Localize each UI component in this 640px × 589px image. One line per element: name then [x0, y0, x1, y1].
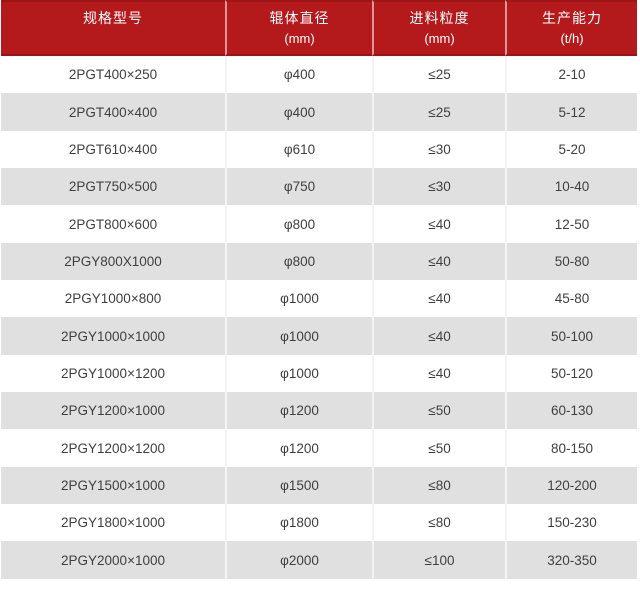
column-header-2: 辊体直径 (mm)	[225, 0, 372, 56]
capacity-cell: 10-40	[505, 168, 637, 206]
model-cell: 2PGY1200×1200	[1, 429, 225, 467]
feed-size-cell: ≤40	[372, 205, 505, 243]
model-cell: 2PGY1000×1200	[1, 354, 225, 393]
roller-diameter-cell: φ1000	[225, 354, 372, 393]
spec-table: 规格型号 辊体直径 (mm) 进料粒度 (mm) 生产能力 (t/h) 2PGT400×25…	[1, 0, 637, 579]
model-cell: 2PGY800X1000	[1, 242, 225, 281]
table-row: 2PGY1800×1000 φ1800 ≤80 150-230	[1, 504, 637, 542]
feed-size-cell: ≤50	[372, 392, 505, 430]
table-row: 2PGT800×600 φ800 ≤40 12-50	[1, 205, 637, 243]
capacity-cell: 150-230	[505, 504, 637, 542]
capacity-cell: 120-200	[505, 466, 637, 505]
feed-size-cell: ≤25	[372, 93, 505, 131]
feed-size-cell: ≤80	[372, 504, 505, 542]
roller-diameter-cell: φ1200	[225, 392, 372, 430]
header-row: 规格型号 辊体直径 (mm) 进料粒度 (mm) 生产能力 (t/h)	[1, 0, 637, 56]
table-row: 2PGY1000×800 φ1000 ≤40 45-80	[1, 280, 637, 318]
capacity-cell: 320-350	[505, 541, 637, 579]
column-label: 规格型号	[83, 10, 143, 26]
table-row: 2PGY1000×1200 φ1000 ≤40 50-120	[1, 354, 637, 393]
roller-diameter-cell: φ800	[225, 205, 372, 243]
model-cell: 2PGT750×500	[1, 168, 225, 206]
roller-diameter-cell: φ1800	[225, 504, 372, 542]
capacity-cell: 50-120	[505, 354, 637, 393]
roller-diameter-cell: φ800	[225, 242, 372, 281]
model-cell: 2PGT610×400	[1, 130, 225, 169]
feed-size-cell: ≤30	[372, 168, 505, 206]
table-header: 规格型号 辊体直径 (mm) 进料粒度 (mm) 生产能力 (t/h)	[1, 0, 637, 56]
roller-diameter-cell: φ2000	[225, 541, 372, 579]
table-row: 2PGY2000×1000 φ2000 ≤100 320-350	[1, 541, 637, 579]
model-cell: 2PGY1500×1000	[1, 466, 225, 505]
model-cell: 2PGY1000×1000	[1, 317, 225, 355]
column-unit	[1, 29, 225, 48]
column-unit: (mm)	[284, 31, 315, 46]
column-unit: (mm)	[424, 31, 455, 46]
model-cell: 2PGT400×250	[1, 56, 225, 94]
column-header-3: 进料粒度 (mm)	[372, 0, 505, 56]
column-label: 辊体直径	[269, 10, 330, 26]
capacity-cell: 45-80	[505, 280, 637, 318]
capacity-cell: 80-150	[505, 429, 637, 467]
roller-diameter-cell: φ1200	[225, 429, 372, 467]
model-cell: 2PGY2000×1000	[1, 541, 225, 579]
roller-diameter-cell: φ400	[225, 56, 372, 94]
model-cell: 2PGY1800×1000	[1, 504, 225, 542]
feed-size-cell: ≤100	[372, 541, 505, 579]
column-header-1: 规格型号	[1, 0, 225, 56]
model-cell: 2PGT800×600	[1, 205, 225, 243]
table-row: 2PGY1000×1000 φ1000 ≤40 50-100	[1, 317, 637, 355]
feed-size-cell: ≤25	[372, 56, 505, 94]
table-row: 2PGT400×250 φ400 ≤25 2-10	[1, 56, 637, 94]
capacity-cell: 5-20	[505, 130, 637, 169]
capacity-cell: 50-100	[505, 317, 637, 355]
feed-size-cell: ≤40	[372, 280, 505, 318]
model-cell: 2PGY1000×800	[1, 280, 225, 318]
table-body: 2PGT400×250 φ400 ≤25 2-10 2PGT400×400 φ400 ≤25…	[1, 56, 637, 579]
roller-diameter-cell: φ610	[225, 130, 372, 169]
table-row: 2PGT610×400 φ610 ≤30 5-20	[1, 130, 637, 169]
table-row: 2PGT400×400 φ400 ≤25 5-12	[1, 93, 637, 131]
table-row: 2PGY800X1000 φ800 ≤40 50-80	[1, 242, 637, 281]
capacity-cell: 12-50	[505, 205, 637, 243]
capacity-cell: 5-12	[505, 93, 637, 131]
capacity-cell: 50-80	[505, 242, 637, 281]
roller-diameter-cell: φ1500	[225, 466, 372, 505]
table-row: 2PGY1500×1000 φ1500 ≤80 120-200	[1, 466, 637, 505]
feed-size-cell: ≤30	[372, 130, 505, 169]
feed-size-cell: ≤80	[372, 466, 505, 505]
column-label: 进料粒度	[409, 10, 470, 26]
model-cell: 2PGT400×400	[1, 93, 225, 131]
table-row: 2PGY1200×1000 φ1200 ≤50 60-130	[1, 392, 637, 430]
feed-size-cell: ≤40	[372, 354, 505, 393]
table-row: 2PGY1200×1200 φ1200 ≤50 80-150	[1, 429, 637, 467]
column-unit: (t/h)	[560, 31, 584, 46]
roller-diameter-cell: φ1000	[225, 317, 372, 355]
model-cell: 2PGY1200×1000	[1, 392, 225, 430]
feed-size-cell: ≤50	[372, 429, 505, 467]
column-header-4: 生产能力 (t/h)	[505, 0, 637, 56]
roller-diameter-cell: φ750	[225, 168, 372, 206]
table-row: 2PGT750×500 φ750 ≤30 10-40	[1, 168, 637, 206]
column-label: 生产能力	[542, 10, 602, 26]
feed-size-cell: ≤40	[372, 242, 505, 281]
capacity-cell: 2-10	[505, 56, 637, 94]
capacity-cell: 60-130	[505, 392, 637, 430]
roller-diameter-cell: φ400	[225, 93, 372, 131]
roller-diameter-cell: φ1000	[225, 280, 372, 318]
feed-size-cell: ≤40	[372, 317, 505, 355]
